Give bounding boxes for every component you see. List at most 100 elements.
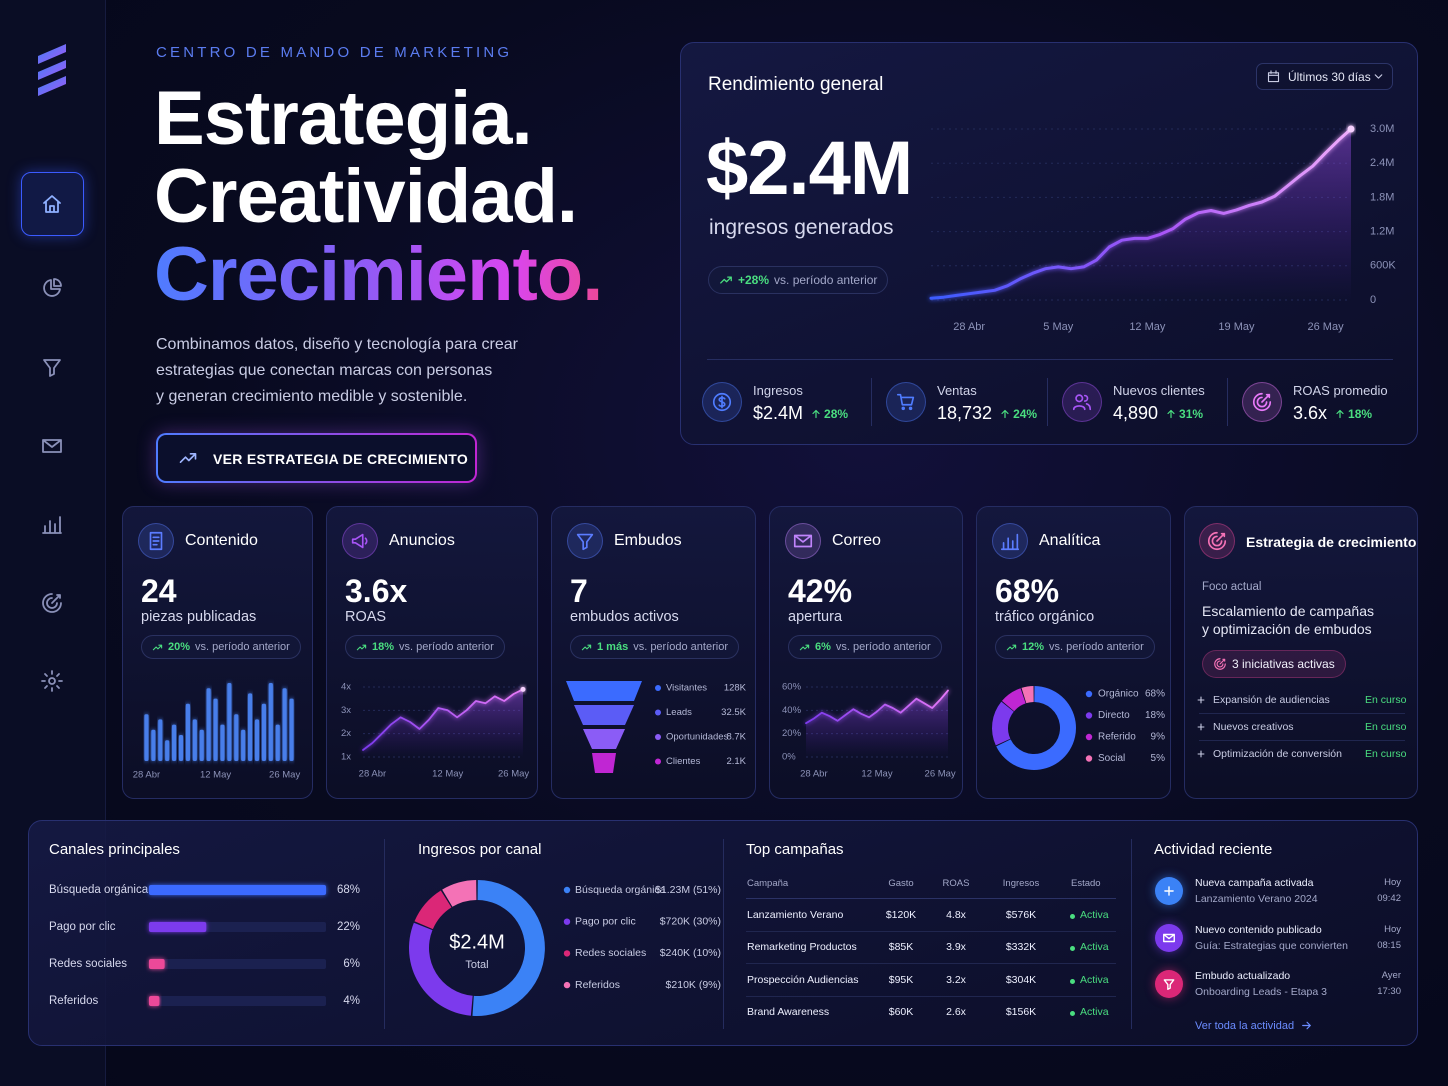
legend-dot (655, 758, 661, 765)
table-header: Estado (1071, 878, 1101, 889)
donut-segment (1001, 688, 1026, 712)
kpi-label: Nuevos clientes (1113, 383, 1205, 398)
icon-stroke (576, 533, 594, 551)
period-select[interactable]: Últimos 30 días (1256, 63, 1393, 90)
activity-link[interactable]: Ver toda la actividad (1195, 1019, 1313, 1032)
x-tick-label: 26 May (269, 770, 300, 781)
delta-value: 20% (168, 641, 191, 653)
icon-stroke (1197, 723, 1205, 731)
icon-stroke (812, 409, 820, 418)
cta-label[interactable]: VER ESTRATEGIA DE CRECIMIENTO (213, 451, 469, 467)
icon (1163, 933, 1175, 942)
focus-line: Escalamiento de campañas (1202, 603, 1374, 619)
delta-note: vs. período anterior (399, 641, 494, 653)
x-tick-label: 12 May (861, 769, 892, 780)
funnel-stage (574, 705, 634, 725)
kpi-label: ROAS promedio (1293, 383, 1388, 398)
bar-label: Referidos (49, 995, 98, 1007)
icon-stroke (356, 644, 367, 650)
table-cell: Activa (1080, 1006, 1109, 1019)
icon (1163, 979, 1175, 990)
icon-stroke (351, 533, 368, 549)
activity-time: 08:15 (1377, 939, 1401, 951)
icon (896, 393, 915, 411)
icon (1164, 886, 1174, 896)
table-header: Ingresos (1002, 878, 1040, 889)
icon (581, 644, 592, 650)
donut-segment (996, 686, 1076, 770)
y-tick-label: 3x (341, 705, 351, 716)
strategy-card: Estrategia de crecimiento Foco actual Esca… (1184, 506, 1418, 799)
table-cell: Activa (1080, 973, 1109, 986)
card-value: 24 (141, 573, 177, 609)
value-label: 9% (1151, 732, 1166, 743)
icon[interactable] (40, 276, 64, 300)
icon-stroke (1006, 644, 1017, 650)
value-label: 68% (337, 884, 360, 896)
icon (149, 531, 163, 551)
y-tick-label: 0 (1370, 294, 1376, 306)
y-tick-label: 40% (782, 705, 802, 716)
icon-stroke (793, 534, 813, 548)
x-tick-label: 12 May (200, 770, 231, 781)
card-caption: embudos activos (570, 609, 679, 625)
end-dot (520, 686, 526, 692)
icon[interactable] (40, 512, 64, 536)
activity-detail: Onboarding Leads - Etapa 3 (1195, 986, 1327, 998)
icon (1252, 392, 1272, 412)
icon (1001, 409, 1009, 418)
value-label: $240K (10%) (660, 947, 721, 959)
value-label: $1.23M (51%) (655, 884, 721, 896)
y-tick-label: 1.8M (1370, 191, 1394, 203)
delta-pill: 12% vs. período anterior (995, 635, 1155, 659)
icon (1214, 658, 1226, 670)
icon[interactable] (40, 591, 64, 615)
card-value: 42% (788, 573, 853, 609)
cta-button[interactable]: VER ESTRATEGIA DE CRECIMIENTO (156, 433, 477, 483)
line (929, 127, 1353, 300)
initiative-name: Expansión de audiencias (1213, 694, 1330, 706)
bar (199, 729, 204, 761)
kpi-value: 18,732 (937, 403, 993, 423)
icon-circle (567, 523, 603, 559)
bar (261, 703, 266, 761)
icon (1374, 74, 1383, 79)
legend-label: Social (1098, 753, 1125, 764)
icon[interactable] (40, 434, 64, 458)
icon-stroke (1197, 750, 1205, 758)
icon (1197, 696, 1205, 704)
x-tick-label: 28 Abr (359, 769, 386, 780)
legend-label: Oportunidades (666, 732, 729, 743)
y-tick-label: 2.4M (1370, 157, 1394, 169)
line-chart: 1x 2x 3x 4x 28 Abr 12 May 26 May (341, 682, 529, 780)
activity-day: Hoy (1384, 923, 1401, 935)
kpi-value-row: $2.4M 28% (753, 403, 848, 424)
section-divider (1131, 839, 1132, 1029)
logo (38, 44, 66, 96)
icon-circle (992, 523, 1028, 559)
activity-title: Nueva campaña activada (1195, 877, 1314, 889)
table-cell: 2.6x (946, 1006, 966, 1019)
line-area (363, 689, 523, 757)
performance-chart: 0 600K 1.2M 1.8M 2.4M 3.0M 28 Abr 5 May 12 May 19… (929, 123, 1396, 333)
x-tick-label: 28 Abr (800, 769, 827, 780)
donut-total-label: Total (465, 959, 488, 971)
value-label: 8.7K (726, 732, 746, 743)
table-cell: $304K (1005, 973, 1037, 986)
table-cell: Lanzamiento Verano (747, 909, 844, 921)
kpi-value-row: 18,732 24% (937, 403, 1037, 424)
card-caption: piezas publicadas (141, 609, 257, 625)
delta-value: 12% (1022, 641, 1045, 653)
icon (812, 409, 820, 418)
icon[interactable] (40, 355, 64, 379)
icon-stroke (1072, 394, 1092, 411)
legend-label: Clientes (666, 756, 701, 767)
initiative-status: En curso (1365, 694, 1407, 706)
icon[interactable] (40, 669, 64, 693)
kpi-value-row: 4,890 31% (1113, 403, 1203, 424)
icon-stroke (152, 644, 163, 650)
kpi-separator (871, 378, 872, 426)
legend-label: Referido (1098, 732, 1136, 743)
bar-label: Pago por clic (49, 921, 116, 933)
icon[interactable] (40, 192, 64, 216)
